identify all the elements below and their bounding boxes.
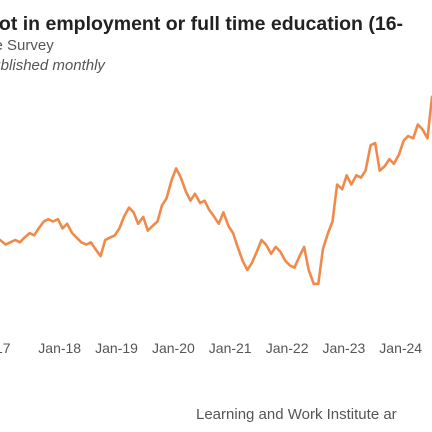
x-axis-ticks: 17 Jan-18 Jan-19 Jan-20 Jan-21 Jan-22 Jan-23 Ja…	[0, 340, 422, 356]
source-credit: Learning and Work Institute ar	[196, 406, 397, 423]
series-layer	[0, 95, 432, 286]
x-tick-label: Jan-23	[322, 340, 365, 356]
x-tick-label: Jan-18	[38, 340, 81, 356]
x-tick-label: Jan-20	[152, 340, 195, 356]
x-tick-label: Jan-24	[379, 340, 422, 356]
x-tick-label: 17	[0, 340, 11, 356]
x-tick-label: Jan-19	[95, 340, 138, 356]
series-line-0	[0, 95, 432, 286]
chart-subtitle: rce Survey	[0, 37, 54, 54]
chart-title: not in employment or full time education…	[0, 13, 404, 35]
x-tick-label: Jan-21	[209, 340, 252, 356]
chart-note: published monthly	[0, 57, 105, 74]
x-tick-label: Jan-22	[266, 340, 309, 356]
